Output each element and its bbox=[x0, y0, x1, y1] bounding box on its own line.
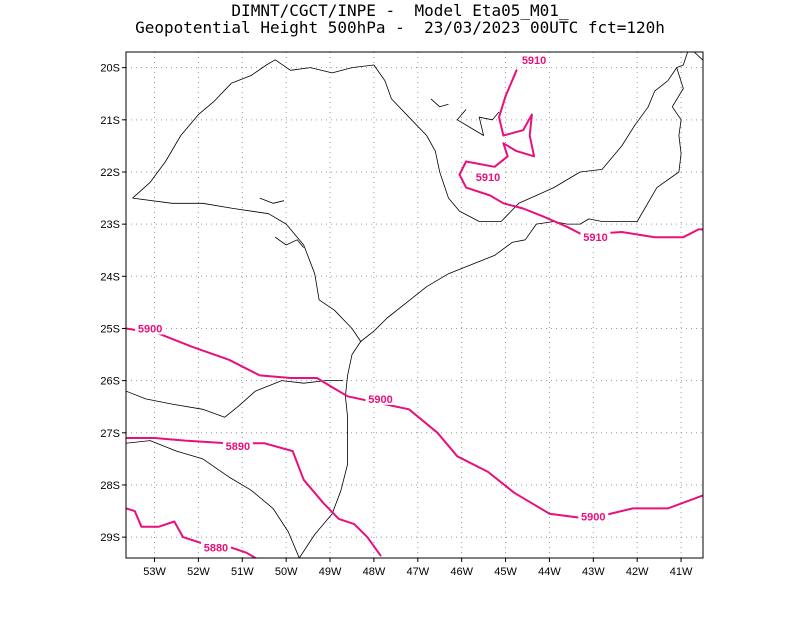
lat-tick-label: 22S bbox=[100, 167, 120, 179]
contour-label: 5910 bbox=[476, 172, 500, 184]
contour-c5880 bbox=[126, 507, 257, 558]
boundary-mg-rj bbox=[500, 67, 678, 222]
boundary-north-lake bbox=[430, 98, 449, 108]
contour-label-bg bbox=[365, 391, 396, 405]
contour-label-bg bbox=[200, 540, 231, 554]
contour-c5910-north bbox=[465, 69, 536, 168]
gridlines bbox=[126, 52, 703, 558]
boundary-pr-sc bbox=[126, 380, 344, 418]
boundary-lake-west bbox=[259, 197, 285, 204]
boundary-reservoir bbox=[274, 236, 305, 248]
boundary-es-border bbox=[671, 67, 684, 136]
contour-label-bg bbox=[519, 52, 550, 66]
contour-label: 5910 bbox=[522, 55, 546, 67]
contour-label: 5890 bbox=[226, 441, 250, 453]
contour-label: 5900 bbox=[368, 394, 392, 406]
boundary-mg-ba bbox=[693, 52, 703, 61]
lat-tick-label: 24S bbox=[100, 271, 120, 283]
map-title-line-2: Geopotential Height 500hPa - 23/03/2023 … bbox=[135, 18, 665, 37]
contour-label: 5900 bbox=[581, 511, 605, 523]
contour-label-bg bbox=[222, 438, 253, 452]
lon-tick-label: 51W bbox=[231, 566, 254, 578]
lon-tick-label: 50W bbox=[275, 566, 298, 578]
contour-label-bg bbox=[472, 170, 503, 184]
lat-tick-label: 20S bbox=[100, 63, 120, 75]
lon-tick-label: 52W bbox=[187, 566, 210, 578]
contour-labels: 5910 5910 5910 5900 5900 5900 5890 5880 bbox=[135, 52, 611, 555]
lat-tick-label: 25S bbox=[100, 323, 120, 335]
contour-c5910-south bbox=[458, 160, 703, 239]
lat-tick-label: 29S bbox=[100, 532, 120, 544]
boundary-rj-coast bbox=[524, 135, 682, 241]
lon-tick-label: 43W bbox=[582, 566, 605, 578]
map-title-block: DIMNT/CGCT/INPE - Model Eta05_M01_ Geopo… bbox=[0, 2, 800, 36]
contour-label: 5900 bbox=[138, 323, 162, 335]
lon-tick-label: 45W bbox=[494, 566, 517, 578]
contour-label: 5880 bbox=[204, 543, 228, 555]
contour-label-bg bbox=[135, 321, 166, 335]
lon-tick-label: 42W bbox=[626, 566, 649, 578]
contour-label-bg bbox=[580, 230, 611, 244]
lon-tick-label: 47W bbox=[406, 566, 429, 578]
contour-c5890 bbox=[126, 437, 382, 557]
lon-tick-label: 53W bbox=[143, 566, 166, 578]
boundary-es-mg-north bbox=[676, 52, 688, 68]
lat-tick-label: 28S bbox=[100, 480, 120, 492]
contour-label-bg bbox=[578, 509, 609, 523]
boundary-sc-rs bbox=[126, 440, 300, 558]
boundary-furnas-lake bbox=[456, 109, 500, 136]
state-boundaries bbox=[126, 52, 703, 558]
map-title-line-1: DIMNT/CGCT/INPE - Model Eta05_M01_ bbox=[231, 1, 569, 20]
lat-tick-label: 23S bbox=[100, 219, 120, 231]
lon-tick-label: 48W bbox=[363, 566, 386, 578]
lon-tick-label: 46W bbox=[450, 566, 473, 578]
boundary-sp-mg-west bbox=[132, 59, 502, 222]
plot-frame bbox=[125, 51, 704, 559]
contour-label: 5910 bbox=[583, 232, 607, 244]
lat-tick-label: 26S bbox=[100, 376, 120, 388]
lat-tick-label: 21S bbox=[100, 115, 120, 127]
lat-tick-label: 27S bbox=[100, 428, 120, 440]
boundary-sp-pr bbox=[132, 197, 362, 342]
lon-tick-label: 44W bbox=[538, 566, 561, 578]
contour-c5900-south bbox=[126, 327, 703, 520]
boundary-sp-coast bbox=[298, 239, 526, 558]
lon-tick-label: 49W bbox=[319, 566, 342, 578]
lon-tick-label: 41W bbox=[670, 566, 693, 578]
